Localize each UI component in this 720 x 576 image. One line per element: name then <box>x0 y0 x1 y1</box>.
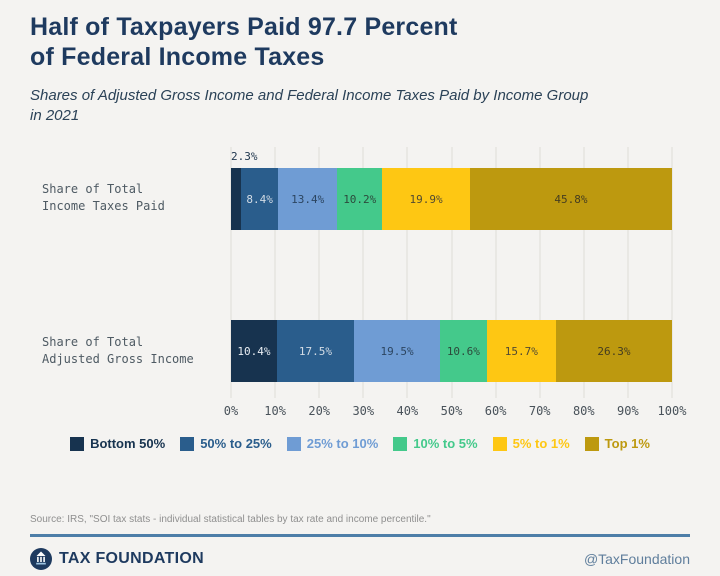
legend-item: Bottom 50% <box>70 436 165 451</box>
category-label-line: Income Taxes Paid <box>42 199 165 213</box>
gridline <box>495 147 497 398</box>
bar-segment-outside-label: 2.3% <box>231 150 258 163</box>
category-label-line: Adjusted Gross Income <box>42 352 194 366</box>
x-tick-label: 40% <box>396 404 419 418</box>
legend-label: 5% to 1% <box>512 436 570 451</box>
chart-subtitle: Shares of Adjusted Gross Income and Fede… <box>30 86 588 126</box>
legend-item: 25% to 10% <box>286 436 379 451</box>
gridline <box>627 147 629 398</box>
subtitle-line-2: in 2021 <box>30 107 80 124</box>
twitter-handle: @TaxFoundation <box>583 551 690 567</box>
bar-segment-label: 26.3% <box>597 344 631 358</box>
x-tick-label: 70% <box>528 404 551 418</box>
bar-segment: 19.5% <box>354 320 441 382</box>
bar-segment: 26.3% <box>555 320 672 382</box>
gridline <box>583 147 585 398</box>
gridline <box>230 147 232 398</box>
bar-segment-label: 17.5% <box>298 344 332 358</box>
bar-segment: 13.4% <box>278 168 338 230</box>
bar-segment-label: 8.4% <box>246 192 273 206</box>
bar-segment-label: 13.4% <box>291 192 325 206</box>
bar-row: 10.4% 17.5% 19.5% 10.6% 15.7% 26.3% <box>231 320 672 382</box>
legend-item: 5% to 1% <box>492 436 570 451</box>
legend-swatch <box>180 436 195 451</box>
x-tick-label: 50% <box>440 404 463 418</box>
bar-segment-label: 10.4% <box>237 344 271 358</box>
title-line-2: of Federal Income Taxes <box>30 43 325 71</box>
legend-item: 10% to 5% <box>393 436 478 451</box>
legend-item: 50% to 25% <box>180 436 272 451</box>
bar-segment-label: 19.9% <box>409 192 443 206</box>
x-tick-label: 0% <box>223 404 239 418</box>
x-tick-label: 90% <box>617 404 639 418</box>
category-label: Share of Total Income Taxes Paid <box>42 181 227 215</box>
bar-segment: 10.6% <box>440 320 487 382</box>
gridline <box>539 147 541 398</box>
brand-name: TAX FOUNDATION <box>59 550 204 567</box>
bar-segment: 17.5% <box>276 320 355 382</box>
bar-segment: 15.7% <box>486 320 556 382</box>
gridline <box>318 147 320 398</box>
tax-foundation-logo-icon <box>30 548 52 570</box>
chart-legend: Bottom 50% 50% to 25% 25% to 10% 10% to 5% 5… <box>0 436 720 451</box>
footer-brand-row: TAX FOUNDATION @TaxFoundation <box>30 547 690 571</box>
page-title: Half of Taxpayers Paid 97.7 Percent of F… <box>30 12 458 72</box>
bar-segment-label: 19.5% <box>380 344 414 358</box>
bar-segment: 8.4% <box>241 168 279 230</box>
gridline <box>406 147 408 398</box>
legend-swatch <box>492 436 507 451</box>
bar-segment-label: 10.6% <box>446 344 480 358</box>
legend-label: Bottom 50% <box>90 436 166 451</box>
bar-segment: 10.2% <box>337 168 383 230</box>
bar-segment: 10.4% <box>231 320 277 382</box>
subtitle-line-1: Shares of Adjusted Gross Income and Fede… <box>30 87 589 104</box>
bar-row: 8.4% 13.4% 10.2% 19.9% 45.8% <box>231 168 672 230</box>
x-tick-label: 20% <box>308 404 331 418</box>
legend-label: 50% to 25% <box>200 436 272 451</box>
category-label-line: Share of Total <box>42 335 144 349</box>
bar-segment-label: 10.2% <box>343 192 377 206</box>
x-tick-label: 10% <box>264 404 286 418</box>
legend-swatch <box>584 436 599 451</box>
bar-segment-label: 15.7% <box>504 344 538 358</box>
legend-label: 25% to 10% <box>306 436 379 451</box>
gridline <box>671 147 673 398</box>
footer-divider <box>30 534 690 537</box>
legend-label: 10% to 5% <box>413 436 478 451</box>
gridline <box>274 147 276 398</box>
legend-swatch <box>393 436 408 451</box>
gridline <box>362 147 364 398</box>
x-tick-label: 30% <box>352 404 375 418</box>
legend-item: Top 1% <box>584 436 650 451</box>
bar-segment-label: 45.8% <box>554 192 588 206</box>
x-tick-label: 60% <box>484 404 507 418</box>
gridline <box>451 147 452 398</box>
legend-label: Top 1% <box>604 436 650 451</box>
x-tick-label: 100% <box>657 404 687 418</box>
plot-area: 0% 10% 20% 30% 40% 50% 60% 70% 80% 90% 100% 2.3% 8.4… <box>224 147 686 418</box>
x-tick-label: 80% <box>572 404 595 418</box>
bar-segment: 45.8% <box>469 168 672 230</box>
category-label: Share of Total Adjusted Gross Income <box>42 334 227 368</box>
bar-segment: 19.9% <box>382 168 470 230</box>
source-note: Source: IRS, "SOI tax stats - individual… <box>30 514 431 525</box>
legend-swatch <box>70 436 85 451</box>
bar-segment <box>231 168 242 230</box>
legend-swatch <box>286 436 301 451</box>
category-label-line: Share of Total <box>42 182 144 196</box>
title-line-1: Half of Taxpayers Paid 97.7 Percent <box>30 13 458 41</box>
